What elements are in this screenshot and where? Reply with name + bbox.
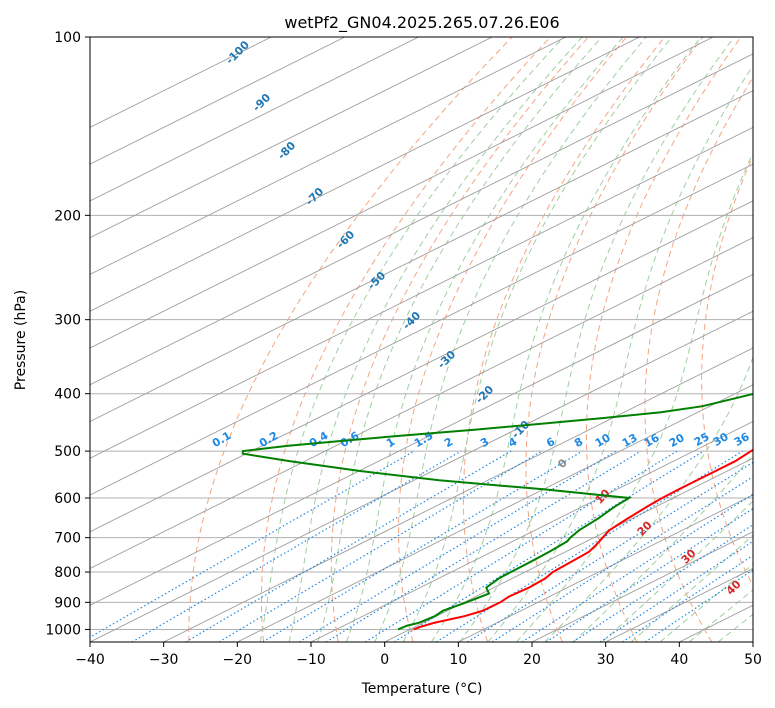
- moist-adiabat-line: [402, 37, 673, 642]
- chart-title: wetPf2_GN04.2025.265.07.26.E06: [284, 13, 559, 33]
- x-tick-label: 50: [744, 652, 762, 668]
- moist-adiabat-line: [459, 37, 735, 642]
- mixing-ratio-line: [521, 493, 753, 642]
- isotherm-line: [90, 53, 753, 386]
- dry-adiabat-line: [261, 37, 551, 642]
- x-axis-title: Temperature (°C): [361, 681, 483, 697]
- x-tick-label: −40: [75, 652, 105, 668]
- moist-adiabat-line: [259, 37, 565, 642]
- x-tick-label: −20: [223, 652, 253, 668]
- isotherm-line: [90, 163, 753, 496]
- isotherm-line: [90, 37, 714, 349]
- isotherm-line: [90, 37, 419, 202]
- moist-adiabat-line: [288, 37, 583, 642]
- isotherm-line: [90, 126, 753, 459]
- isotherm-line: [384, 457, 753, 642]
- mixing-ratio-line: [436, 450, 743, 642]
- dry-adiabat-line: [188, 37, 513, 642]
- y-axis: 100 200 300 400 500 600 700 800 900 1000: [45, 30, 90, 638]
- moist-adiabat-line: [430, 37, 702, 642]
- x-tick-label: 30: [597, 652, 615, 668]
- moist-adiabat-line: [659, 563, 753, 642]
- isotherm-line: [90, 200, 753, 533]
- isotherm-line: [90, 273, 753, 606]
- pressure-gridlines-layer: [90, 37, 753, 630]
- dry-adiabat-line: [398, 37, 627, 642]
- moist-adiabat-line: [317, 37, 603, 642]
- y-tick-label: 200: [54, 208, 81, 224]
- mixing-ratio-line: [467, 461, 753, 642]
- mixing-ratio-line: [298, 450, 617, 642]
- x-tick-label: −10: [296, 652, 326, 668]
- isotherm-line: [90, 37, 493, 239]
- y-axis-title: Pressure (hPa): [13, 290, 29, 390]
- isotherms-layer: [90, 37, 753, 642]
- isotherm-line: [90, 90, 753, 422]
- dry-adiabat-line: [462, 37, 665, 642]
- moist-adiabat-line: [374, 37, 647, 642]
- mixing-ratio-line: [622, 554, 753, 642]
- y-tick-label: 800: [54, 565, 81, 581]
- isotherm-line: [237, 384, 753, 642]
- dewpoint-profile-line: [241, 392, 753, 631]
- isotherm-line: [90, 237, 753, 569]
- mixing-ratio-line: [364, 450, 678, 642]
- y-tick-label: 400: [54, 387, 81, 403]
- dry-adiabat-line: [330, 37, 589, 642]
- plot-frame: [89, 36, 754, 643]
- dry-adiabat-line: [701, 154, 753, 588]
- dry-adiabat-line: [644, 76, 753, 642]
- isotherm-line: [90, 37, 346, 165]
- isotherm-line: [531, 531, 753, 642]
- y-tick-label: 300: [54, 313, 81, 329]
- moist-adiabat-line: [630, 534, 753, 642]
- x-tick-label: 20: [523, 652, 541, 668]
- mixing-ratio-line: [90, 450, 415, 639]
- mixing-ratio-line: [218, 450, 543, 642]
- isotherm-line: [310, 420, 753, 642]
- y-tick-label: 900: [54, 595, 81, 611]
- mixing-ratio-layer: [90, 450, 753, 642]
- moist-adiabat-line: [601, 500, 753, 642]
- moist-adiabat-line: [345, 37, 624, 642]
- y-tick-label: 600: [54, 491, 81, 507]
- moist-adiabat-line: [516, 151, 753, 642]
- x-tick-label: −30: [149, 652, 179, 668]
- x-tick-label: 10: [449, 652, 467, 668]
- isotherm-line: [90, 37, 640, 312]
- dry-adiabat-line: [525, 37, 704, 642]
- y-tick-label: 100: [54, 30, 81, 46]
- mixing-ratio-line: [491, 475, 753, 642]
- y-tick-label: 700: [54, 531, 81, 547]
- profiles-layer: [241, 392, 753, 631]
- y-tick-label: 500: [54, 444, 81, 460]
- x-axis: −40 −30 −20 −10 0 10 20 30 40 50: [75, 642, 762, 668]
- isotherm-line: [90, 37, 567, 275]
- y-tick-label: 1000: [45, 622, 81, 638]
- x-tick-label: 40: [670, 652, 688, 668]
- isotherm-line: [458, 494, 753, 642]
- isotherm-line: [163, 347, 753, 642]
- mixing-ratio-line: [325, 450, 642, 642]
- moist-adiabats-layer: [259, 37, 753, 642]
- isotherm-line: [90, 310, 753, 642]
- temperature-profile-line: [413, 448, 753, 631]
- x-tick-label: 0: [380, 652, 389, 668]
- moist-adiabat-line: [487, 64, 753, 642]
